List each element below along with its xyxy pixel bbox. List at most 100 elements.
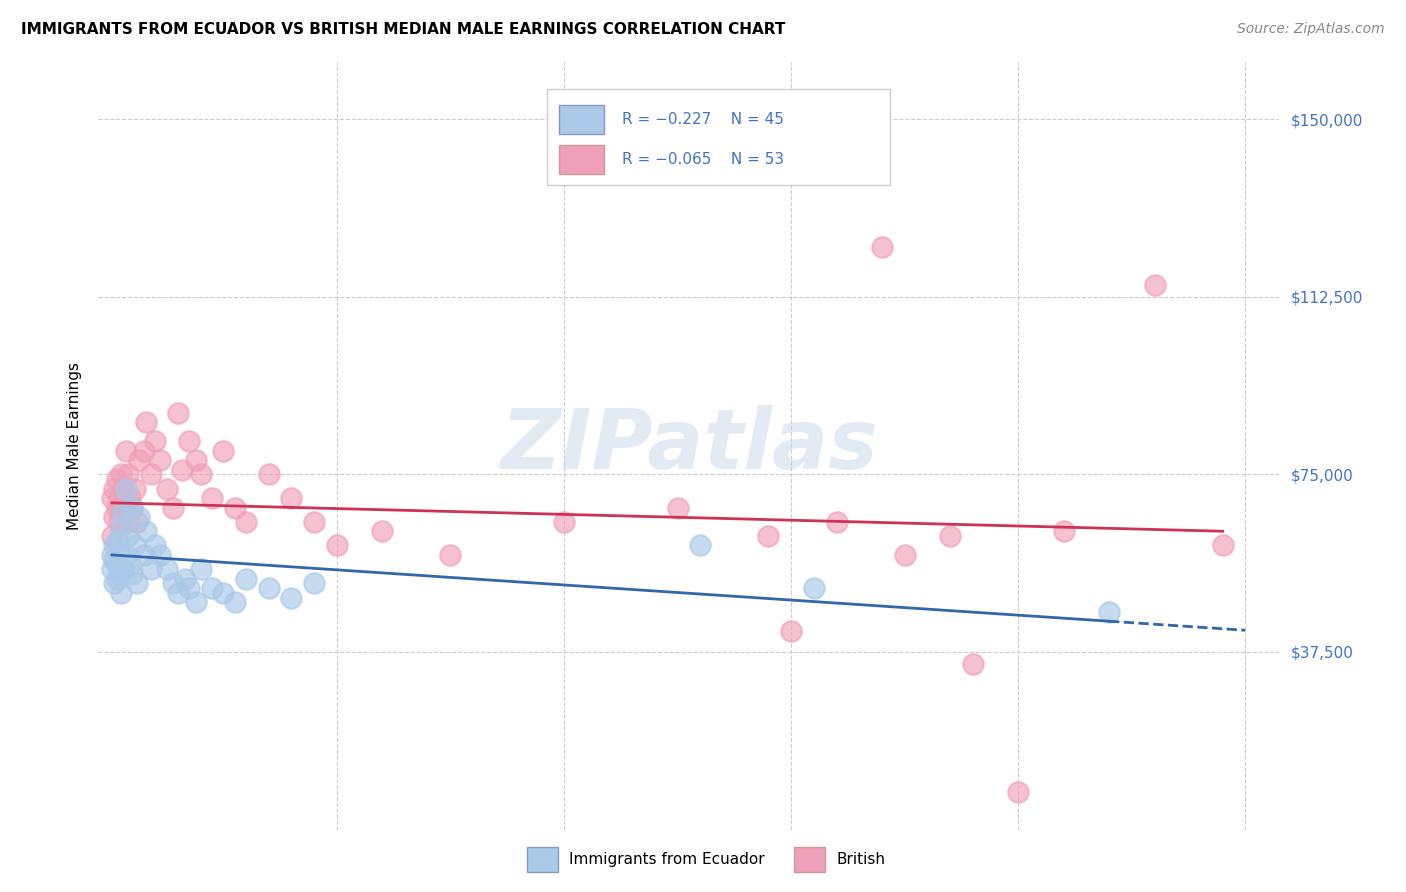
Point <box>149 548 172 562</box>
Point <box>135 415 157 429</box>
Point <box>155 562 177 576</box>
Point <box>121 500 143 515</box>
Text: British: British <box>837 853 886 867</box>
Point <box>103 552 125 566</box>
Point <box>302 576 325 591</box>
Point <box>121 566 143 581</box>
Point <box>326 538 349 552</box>
Point <box>179 581 201 595</box>
Point <box>105 472 128 486</box>
Point <box>1098 605 1121 619</box>
Point <box>132 548 155 562</box>
Point <box>103 510 125 524</box>
Point <box>110 467 132 482</box>
Point <box>439 548 461 562</box>
Y-axis label: Median Male Earnings: Median Male Earnings <box>67 362 83 530</box>
Point <box>190 467 212 482</box>
Point <box>162 500 184 515</box>
Point <box>212 586 235 600</box>
Point <box>105 572 128 586</box>
Point <box>112 505 135 519</box>
Point <box>117 515 139 529</box>
Point <box>125 576 148 591</box>
Point <box>280 591 302 605</box>
Point <box>101 562 124 576</box>
Point <box>112 562 135 576</box>
FancyBboxPatch shape <box>560 145 605 174</box>
Text: R = −0.065    N = 53: R = −0.065 N = 53 <box>621 152 783 167</box>
Point <box>962 657 984 671</box>
Point <box>143 538 166 552</box>
Point <box>117 529 139 543</box>
Point <box>939 529 962 543</box>
Point <box>803 581 825 595</box>
Point <box>125 515 148 529</box>
Point <box>108 543 131 558</box>
Point <box>302 515 325 529</box>
Point <box>184 595 207 609</box>
Point <box>162 576 184 591</box>
Point <box>1143 278 1166 293</box>
Point <box>124 538 146 552</box>
Point <box>143 434 166 449</box>
Text: ZIPatlas: ZIPatlas <box>501 406 877 486</box>
Point <box>235 572 257 586</box>
Text: R = −0.227    N = 45: R = −0.227 N = 45 <box>621 112 783 127</box>
Point <box>666 500 689 515</box>
Point <box>870 240 893 254</box>
Point <box>167 586 190 600</box>
Point <box>184 453 207 467</box>
Point <box>139 562 162 576</box>
Point <box>257 467 280 482</box>
Point <box>105 558 128 572</box>
Point <box>114 548 136 562</box>
Point <box>179 434 201 449</box>
Point <box>103 576 125 591</box>
Point <box>758 529 780 543</box>
Point <box>257 581 280 595</box>
Point <box>135 524 157 539</box>
Point <box>212 443 235 458</box>
Point <box>1053 524 1076 539</box>
Point <box>780 624 803 638</box>
Point <box>1212 538 1234 552</box>
Point <box>128 510 150 524</box>
Point <box>108 491 131 505</box>
Point <box>155 482 177 496</box>
Point <box>110 586 132 600</box>
Point <box>105 500 128 515</box>
Point <box>553 515 575 529</box>
Point <box>139 467 162 482</box>
Point <box>112 505 135 519</box>
FancyBboxPatch shape <box>560 104 605 134</box>
FancyBboxPatch shape <box>547 89 890 186</box>
Point <box>172 463 194 477</box>
Text: IMMIGRANTS FROM ECUADOR VS BRITISH MEDIAN MALE EARNINGS CORRELATION CHART: IMMIGRANTS FROM ECUADOR VS BRITISH MEDIA… <box>21 22 786 37</box>
Point <box>103 538 125 552</box>
Point <box>124 482 146 496</box>
Point <box>120 558 142 572</box>
Point <box>689 538 711 552</box>
Text: Immigrants from Ecuador: Immigrants from Ecuador <box>569 853 765 867</box>
Point <box>201 581 224 595</box>
Point <box>371 524 394 539</box>
Point <box>110 500 132 515</box>
Point <box>101 529 124 543</box>
Point <box>128 453 150 467</box>
Point <box>280 491 302 505</box>
Point <box>121 500 143 515</box>
Point <box>108 566 131 581</box>
Point <box>101 491 124 505</box>
Text: Source: ZipAtlas.com: Source: ZipAtlas.com <box>1237 22 1385 37</box>
Point <box>224 595 246 609</box>
Point <box>825 515 848 529</box>
Point <box>114 482 136 496</box>
Point <box>117 467 139 482</box>
Point <box>893 548 915 562</box>
Point <box>201 491 224 505</box>
Point <box>105 533 128 548</box>
Point <box>167 406 190 420</box>
Point <box>120 491 142 505</box>
Point <box>190 562 212 576</box>
Point <box>110 519 132 533</box>
